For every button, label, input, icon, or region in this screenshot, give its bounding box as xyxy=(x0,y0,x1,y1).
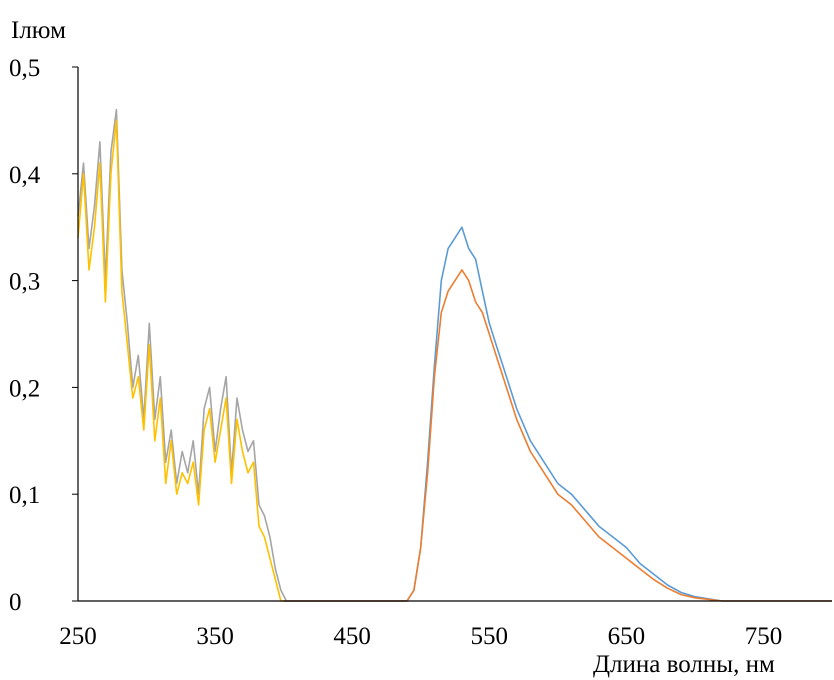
series-line-2 xyxy=(77,119,287,602)
x-tick-label: 650 xyxy=(608,623,646,650)
series-line-1 xyxy=(77,108,407,602)
series-layer xyxy=(77,108,832,602)
x-tick-label: 750 xyxy=(745,623,783,650)
y-tick-label: 0,2 xyxy=(9,375,40,402)
x-axis-title: Длина волны, нм xyxy=(593,651,775,678)
y-tick-label: 0,4 xyxy=(9,162,41,189)
x-tick-label: 250 xyxy=(59,623,97,650)
y-axis-title: Iлюм xyxy=(11,17,66,44)
y-tick-label: 0,1 xyxy=(9,482,40,509)
x-tick-label: 450 xyxy=(333,623,371,650)
y-tick-label: 0,5 xyxy=(9,55,40,82)
series-line-3 xyxy=(283,226,832,602)
y-tick-label: 0,3 xyxy=(9,269,40,296)
tick-layer: 0 0,1 0,2 0,3 0,4 0,5 250 350 450 550 650 750 xyxy=(9,55,782,650)
series-line-4 xyxy=(283,269,832,602)
x-tick-label: 350 xyxy=(196,623,234,650)
y-tick-label: 0 xyxy=(9,589,22,616)
x-tick-label: 550 xyxy=(471,623,509,650)
